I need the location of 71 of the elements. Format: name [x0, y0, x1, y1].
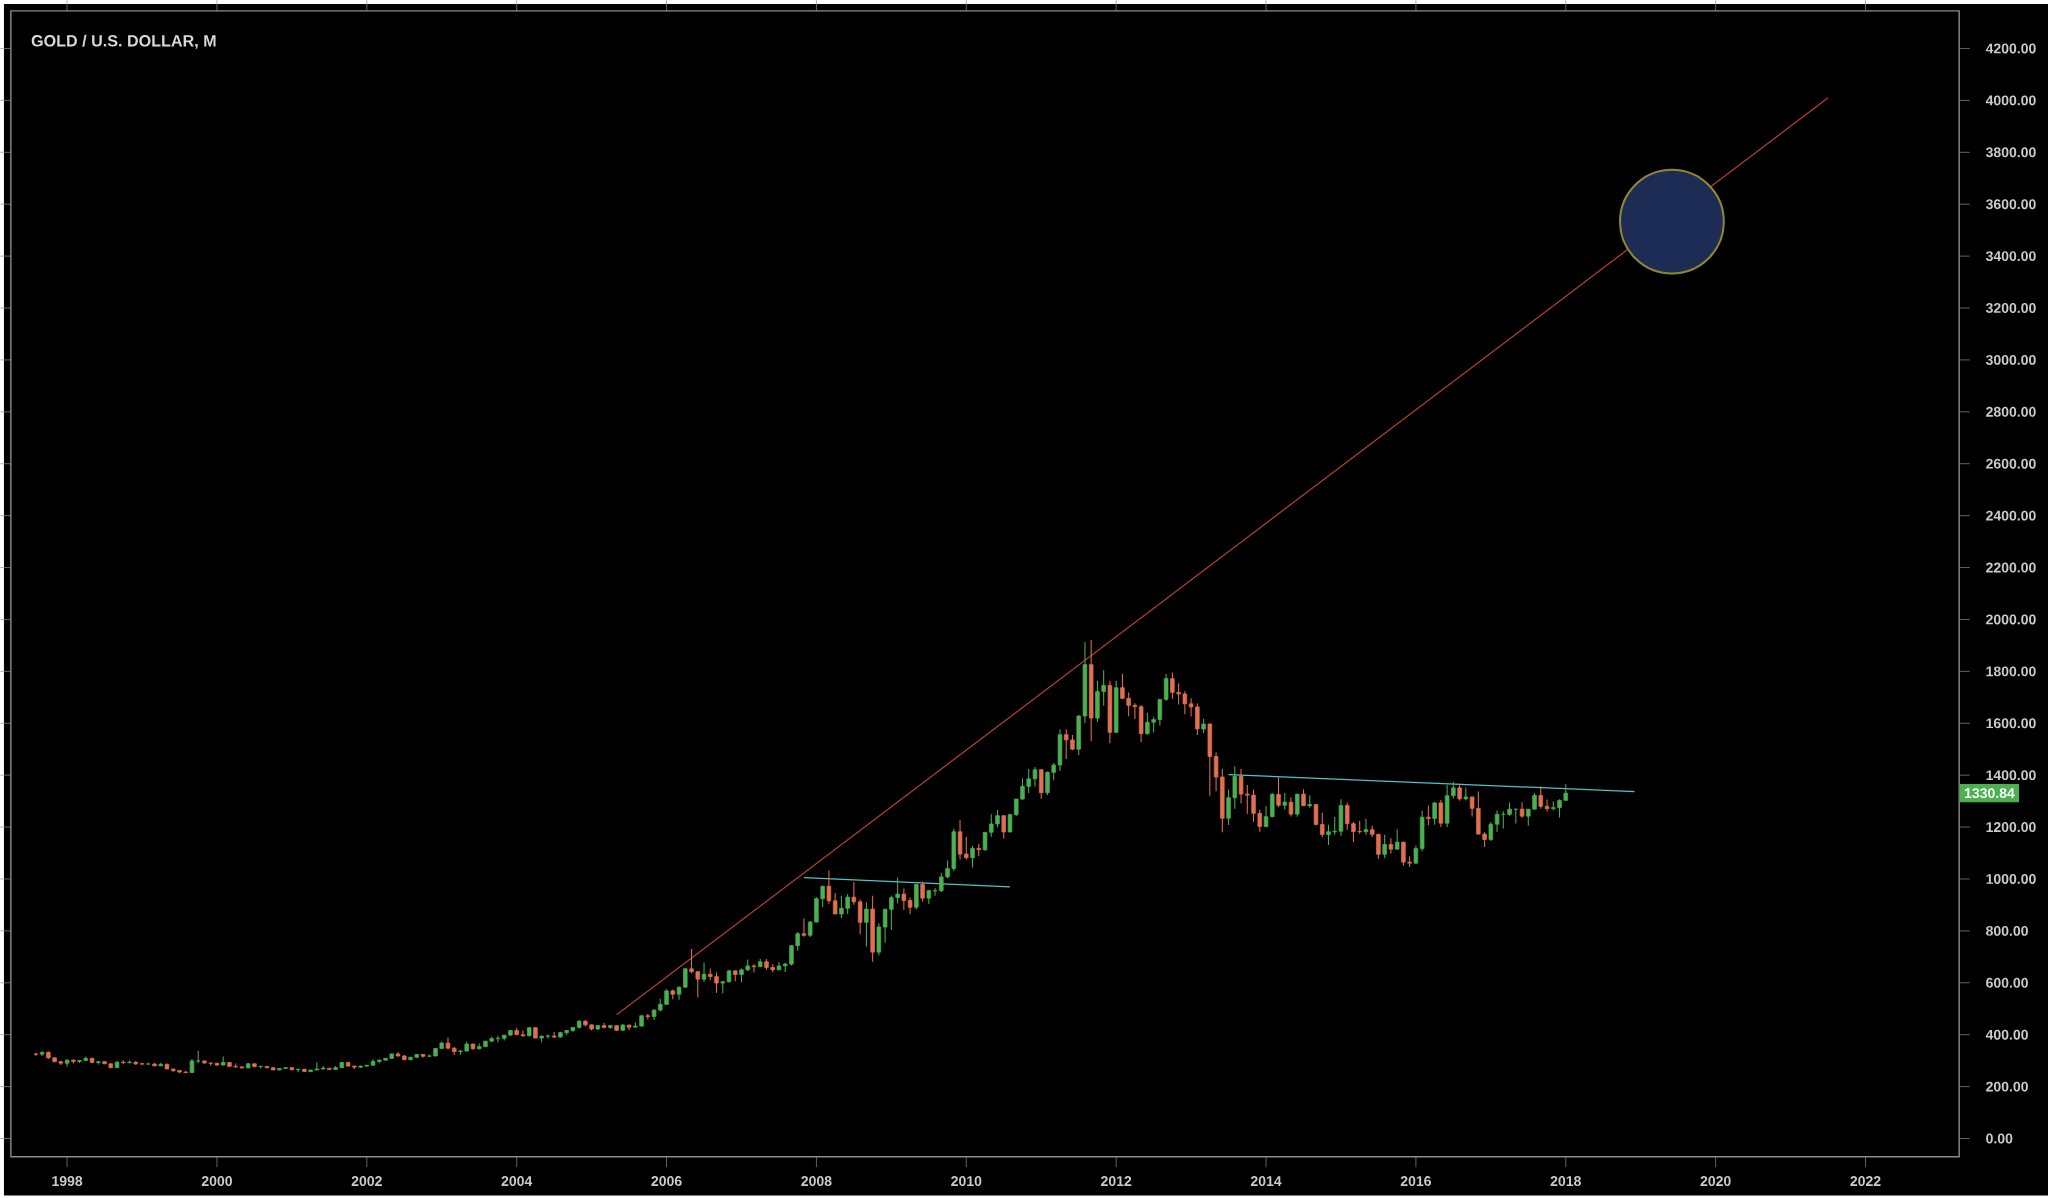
candlestick — [1432, 801, 1437, 826]
x-tick-label: 2008 — [801, 1176, 832, 1187]
text: 1330.84 — [1964, 788, 2015, 799]
candlestick — [1039, 768, 1044, 800]
candlestick — [1288, 796, 1294, 818]
x-tick-label: 2014 — [1250, 1176, 1282, 1187]
candlestick — [320, 1065, 326, 1071]
candlestick — [1276, 776, 1281, 808]
x-tick-label: 2022 — [1850, 1176, 1881, 1187]
candlestick — [1426, 805, 1431, 826]
y-tick-label: 2600.00 — [1986, 458, 2036, 469]
candlestick — [1163, 673, 1169, 702]
y-tick-label: 1400.00 — [1986, 770, 2036, 781]
y-tick-label: 2000.00 — [1986, 614, 2036, 625]
text: GOLD / U.S. DOLLAR, M — [31, 34, 216, 50]
y-tick-label: 3600.00 — [1985, 199, 2036, 210]
y-tick-label: 1200.00 — [1986, 822, 2036, 833]
y-tick-label: 0.00 — [1986, 1133, 2013, 1144]
y-tick-label: 4200.00 — [1985, 43, 2036, 54]
y-tick-label: 600.00 — [1986, 977, 2028, 988]
candlestick — [1394, 829, 1400, 851]
x-tick-label: 2000 — [201, 1176, 232, 1187]
candlestick — [801, 918, 807, 938]
y-tick-label: 2800.00 — [1986, 407, 2036, 417]
candlestick — [295, 1068, 301, 1074]
y-tick-label: 1800.00 — [1986, 666, 2036, 677]
x-tick-label: 1998 — [52, 1176, 83, 1187]
y-tick-label: 1000.00 — [1986, 874, 2036, 885]
y-tick-label: 3400.00 — [1985, 251, 2036, 262]
candlestick — [970, 845, 975, 869]
candlestick — [1538, 785, 1544, 810]
candlestick — [1519, 801, 1525, 819]
y-tick-label: 4000.00 — [1985, 95, 2036, 106]
x-tick-label: 2016 — [1400, 1176, 1432, 1187]
candlestick — [1388, 837, 1394, 855]
x-tick-label: 2012 — [1101, 1176, 1132, 1187]
y-tick-label: 3000.00 — [1985, 355, 2036, 366]
candlestick — [907, 897, 913, 915]
candlestick — [1382, 834, 1387, 859]
y-tick-label: 200.00 — [1986, 1081, 2028, 1092]
x-tick-label: 2010 — [951, 1176, 982, 1187]
y-tick-label: 1600.00 — [1986, 718, 2036, 729]
y-tick-label: 2200.00 — [1986, 562, 2036, 573]
candlestick — [751, 963, 757, 974]
x-tick-label: 2020 — [1700, 1176, 1731, 1187]
candlestick — [864, 901, 869, 948]
y-tick-label: 3200.00 — [1985, 303, 2036, 314]
x-tick-label: 2004 — [501, 1176, 533, 1187]
candlestick — [914, 883, 919, 911]
candlestick — [1544, 799, 1550, 813]
candlestick — [857, 899, 863, 936]
candlestick — [832, 892, 838, 915]
y-tick-label: 800.00 — [1986, 926, 2028, 936]
candlestick — [1363, 818, 1369, 836]
candlestick — [920, 881, 925, 903]
y-tick-label: 400.00 — [1985, 1029, 2028, 1040]
x-tick-label: 2018 — [1550, 1176, 1581, 1187]
candlestick — [1488, 821, 1494, 842]
candlestick — [901, 888, 907, 911]
candlestick — [701, 962, 707, 983]
candlestick — [1463, 787, 1469, 802]
candlestick — [551, 1031, 557, 1039]
candlestick — [851, 881, 857, 906]
y-tick-label: 2400.00 — [1986, 510, 2036, 521]
candlestick — [826, 870, 832, 905]
candlestick — [1438, 799, 1444, 828]
candlestick — [1001, 815, 1006, 840]
y-tick-label: 3800.00 — [1985, 147, 2036, 158]
x-tick-label: 2006 — [651, 1176, 682, 1187]
x-tick-label: 2002 — [351, 1176, 382, 1187]
candlestick — [1295, 793, 1300, 818]
